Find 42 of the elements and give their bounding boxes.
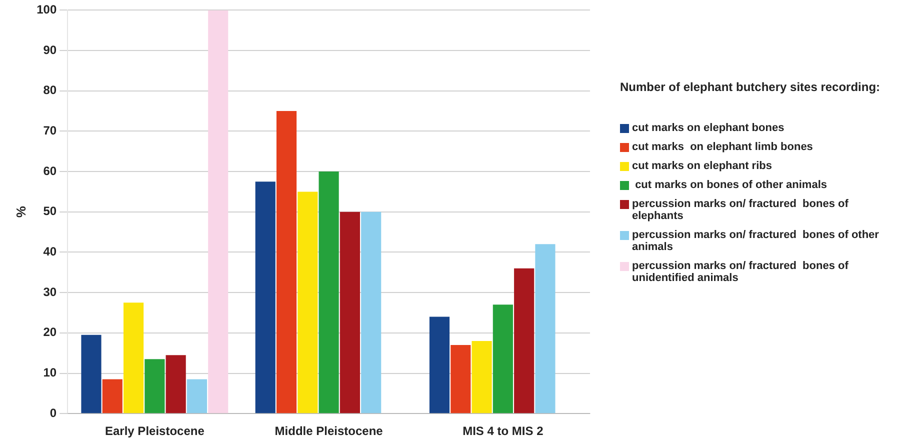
y-tick-label: 90 bbox=[43, 42, 57, 57]
y-tick-label: 70 bbox=[43, 124, 57, 138]
y-tick-label: 30 bbox=[43, 284, 57, 299]
bar bbox=[298, 192, 318, 414]
legend-label: percussion marks on/ fractured bones of other animals bbox=[632, 229, 880, 253]
bar bbox=[208, 10, 228, 414]
y-tick-label: 80 bbox=[43, 83, 57, 98]
y-tick-label: 10 bbox=[43, 366, 57, 380]
x-tick-label: Early Pleistocene bbox=[104, 424, 205, 438]
bar bbox=[472, 340, 492, 414]
y-tick-label: 100 bbox=[36, 2, 57, 17]
bar bbox=[186, 379, 208, 414]
y-axis-title: % bbox=[13, 206, 28, 218]
y-tick-label: 20 bbox=[43, 325, 57, 340]
bar bbox=[535, 244, 556, 414]
y-tick-label: 0 bbox=[50, 406, 57, 420]
bar bbox=[429, 316, 450, 414]
bar bbox=[514, 268, 534, 414]
bar bbox=[276, 111, 297, 414]
bar bbox=[450, 345, 471, 414]
bar bbox=[361, 212, 382, 414]
bar bbox=[166, 355, 186, 414]
legend-label: cut marks on bones of other animals bbox=[634, 179, 827, 191]
y-tick-label: 60 bbox=[43, 164, 57, 178]
legend-label: cut marks on elephant bones bbox=[632, 122, 784, 134]
x-tick-label: Middle Pleistocene bbox=[274, 424, 384, 438]
legend-label: percussion marks on/ fractured bones of unidentified animals bbox=[632, 260, 850, 284]
bar bbox=[102, 379, 122, 414]
x-tick-label: MIS 4 to MIS 2 bbox=[462, 424, 544, 438]
legend-label: percussion marks on/ fractured bones of elephants bbox=[632, 198, 850, 222]
legend-label: cut marks on elephant limb bones bbox=[632, 141, 813, 153]
bar bbox=[81, 334, 102, 414]
y-tick-label: 40 bbox=[43, 244, 57, 259]
bar bbox=[318, 172, 339, 414]
legend-label: cut marks on elephant ribs bbox=[632, 160, 772, 172]
bar bbox=[492, 304, 513, 414]
bar bbox=[255, 182, 276, 414]
bar bbox=[340, 212, 360, 414]
bar bbox=[124, 302, 144, 414]
bar bbox=[144, 359, 165, 414]
y-tick-label: 50 bbox=[43, 204, 57, 218]
legend-title: Number of elephant butchery sites recording: bbox=[620, 80, 882, 94]
